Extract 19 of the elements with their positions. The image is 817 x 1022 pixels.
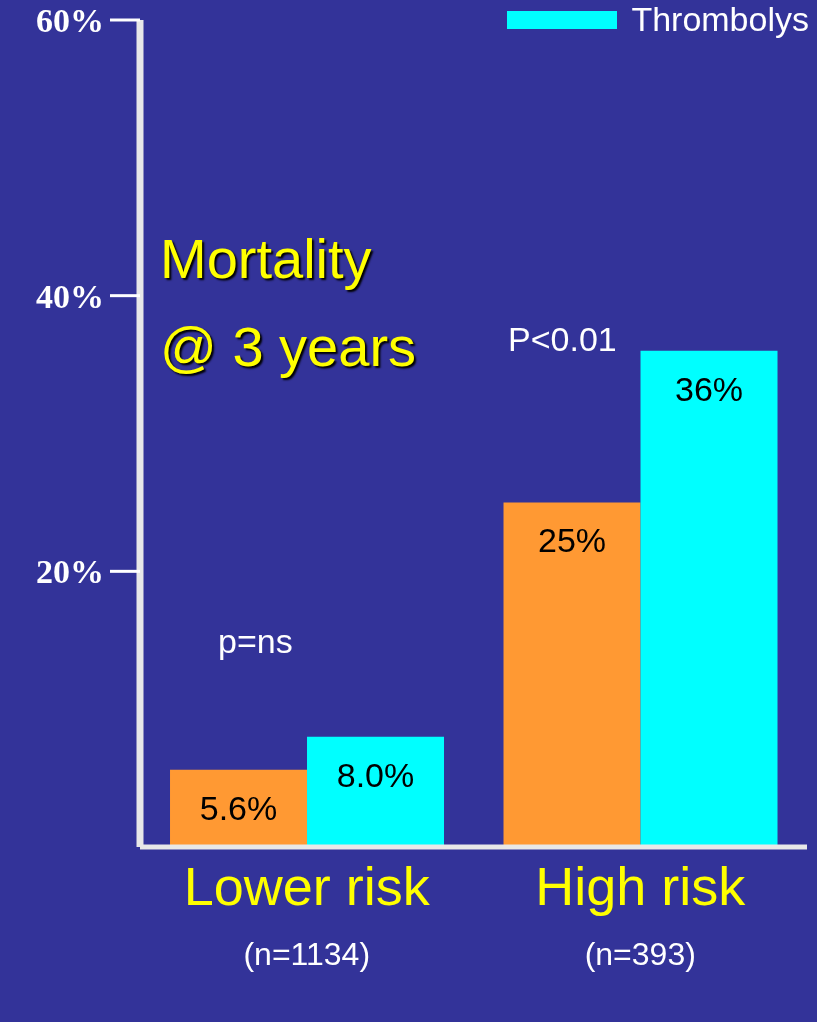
x-tick-label: High risk [535,856,747,916]
data-label: 36% [674,369,744,408]
data-label: 8.0% [336,755,415,794]
text: (n=393) [584,936,696,972]
bar [307,736,445,847]
annotation: P<0.01 [508,320,617,359]
x-tick-label: Lower risk [183,856,431,916]
legend-label: Thrombolys [631,0,809,39]
annotation: p=ns [218,622,293,661]
text: (n=1134) [243,936,371,972]
bar [640,350,778,847]
text: Mortality @ 3 years [160,226,418,380]
bar [503,502,641,847]
data-label: 25% [537,521,607,560]
y-tick-label: 20% [36,553,104,591]
y-tick-label: 40% [36,277,104,315]
bar [170,769,308,847]
y-tick-label: 60% [36,2,104,39]
data-label: 5.6% [199,788,278,827]
